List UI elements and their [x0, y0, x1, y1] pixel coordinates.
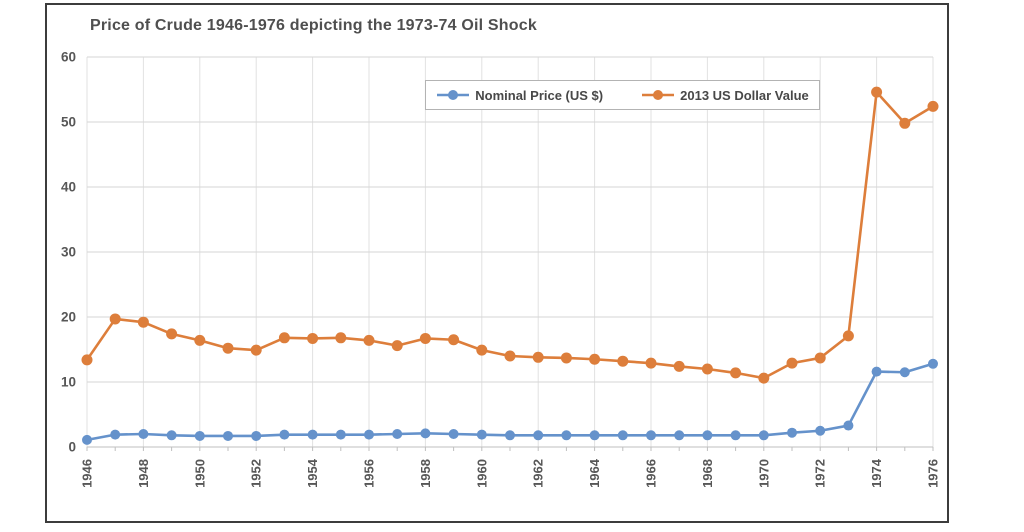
- legend-marker-2013-dollar-value-icon: [642, 90, 675, 100]
- legend-item-nominal-price: Nominal Price (US $): [436, 88, 603, 103]
- chart-legend: Nominal Price (US $) 2013 US Dollar Valu…: [425, 80, 820, 110]
- chart-title: Price of Crude 1946-1976 depicting the 1…: [90, 17, 537, 34]
- legend-label-nominal-price: Nominal Price (US $): [475, 87, 604, 103]
- legend-item-2013-dollar-value: 2013 US Dollar Value: [641, 88, 809, 103]
- legend-marker-nominal-price-icon: [437, 90, 470, 100]
- legend-label-2013-dollar-value: 2013 US Dollar Value: [680, 87, 809, 103]
